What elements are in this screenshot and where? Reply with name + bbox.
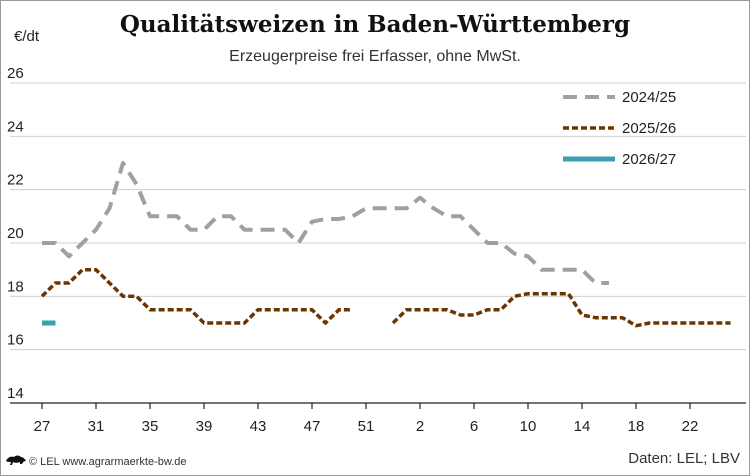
- series-line-2024-25: [42, 161, 609, 285]
- x-tick-label: 51: [358, 418, 375, 435]
- x-tick-label: 47: [304, 418, 321, 435]
- x-tick-label: 35: [142, 418, 159, 435]
- y-tick-label: 24: [7, 118, 24, 135]
- y-axis-unit: €/dt: [14, 28, 40, 45]
- y-tick-label: 20: [7, 225, 24, 242]
- data-source-text: Daten: LEL; LBV: [628, 450, 740, 467]
- legend-label: 2026/27: [622, 151, 676, 168]
- y-tick-label: 22: [7, 172, 24, 189]
- lion-logo-icon: [6, 455, 26, 465]
- copyright-text: © LEL www.agrarmaerkte-bw.de: [29, 456, 187, 468]
- y-tick-label: 14: [7, 385, 24, 402]
- legend: 2024/25 2025/26 2026/27: [563, 89, 676, 168]
- x-tick-label: 6: [470, 418, 478, 435]
- chart-title: Qualitätsweizen in Baden-Württemberg: [119, 11, 631, 38]
- legend-label: 2024/25: [622, 89, 676, 106]
- x-tick-label: 22: [682, 418, 699, 435]
- legend-label: 2025/26: [622, 120, 676, 137]
- y-tick-label: 16: [7, 332, 24, 349]
- x-tick-label: 27: [34, 418, 51, 435]
- y-tick-labels: 14 16 18 20 22 24 26: [7, 65, 24, 402]
- x-tick-label: 43: [250, 418, 267, 435]
- x-tick-label: 14: [574, 418, 591, 435]
- series-lines: [40, 161, 731, 328]
- y-tick-label: 26: [7, 65, 24, 82]
- x-tick-label: 31: [88, 418, 105, 435]
- x-tick-label: 2: [416, 418, 424, 435]
- x-tick-label: 10: [520, 418, 537, 435]
- x-tick-label: 39: [196, 418, 213, 435]
- x-tick-label: 18: [628, 418, 645, 435]
- y-tick-label: 18: [7, 278, 24, 295]
- chart-subtitle: Erzeugerpreise frei Erfasser, ohne MwSt.: [229, 48, 521, 65]
- series-line-2025-26: [40, 267, 731, 328]
- x-tick-labels: 27 31 35 39 43 47 51 2 6 10 14 18 22: [34, 403, 699, 435]
